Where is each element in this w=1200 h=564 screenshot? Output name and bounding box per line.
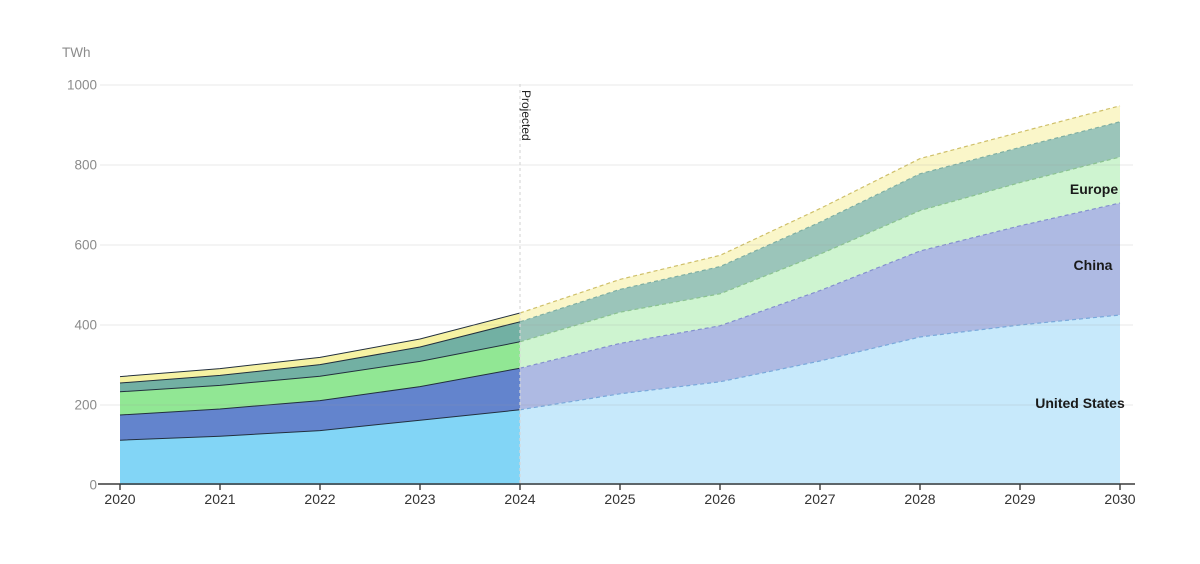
area-europe-projected (520, 157, 1120, 369)
x-tick-label-2020: 2020 (104, 491, 135, 507)
area-unlabeled-band-yellow-historical (120, 313, 520, 383)
edge-europe-historical (119, 341, 521, 393)
y-tick-label-0: 0 (89, 478, 97, 493)
edge-unlabeled-band-teal-historical (119, 321, 521, 384)
area-united-states-projected (520, 315, 1120, 485)
region-label-europe: Europe (1070, 181, 1118, 197)
area-china-projected (520, 203, 1120, 410)
area-unlabeled-band-teal-historical (120, 321, 520, 392)
y-tick-label-600: 600 (74, 238, 97, 253)
area-china-historical (120, 368, 520, 441)
x-tick-label-2026: 2026 (704, 491, 735, 507)
y-tick-label-1000: 1000 (67, 78, 97, 93)
edge-united-states-historical (119, 409, 521, 441)
x-tick-label-2029: 2029 (1004, 491, 1035, 507)
region-label-china: China (1074, 257, 1113, 273)
x-tick-label-2024: 2024 (504, 491, 535, 507)
x-tick-label-2027: 2027 (804, 491, 835, 507)
area-unlabeled-band-teal-projected (520, 121, 1120, 342)
edge-unlabeled-band-teal-projected (519, 121, 1121, 323)
edge-unlabeled-band-yellow-historical (119, 312, 521, 378)
x-tick-label-2022: 2022 (304, 491, 335, 507)
edge-unlabeled-band-yellow-projected (519, 105, 1121, 314)
x-tick-label-2028: 2028 (904, 491, 935, 507)
edge-china-historical (119, 367, 521, 416)
area-europe-historical (120, 341, 520, 415)
y-tick-label-400: 400 (74, 318, 97, 333)
y-tick-label-800: 800 (74, 158, 97, 173)
region-label-united-states: United States (1035, 395, 1125, 411)
y-tick-label-200: 200 (74, 398, 97, 413)
edge-united-states-projected (519, 314, 1121, 411)
projection-label: Projected (519, 90, 533, 141)
x-tick-label-2021: 2021 (204, 491, 235, 507)
x-tick-label-2030: 2030 (1104, 491, 1135, 507)
edge-europe-projected (519, 156, 1121, 343)
y-axis-unit-label: TWh (62, 45, 91, 60)
x-tick-label-2025: 2025 (604, 491, 635, 507)
x-tick-label-2023: 2023 (404, 491, 435, 507)
edge-china-projected (519, 202, 1121, 369)
area-united-states-historical (120, 409, 520, 485)
